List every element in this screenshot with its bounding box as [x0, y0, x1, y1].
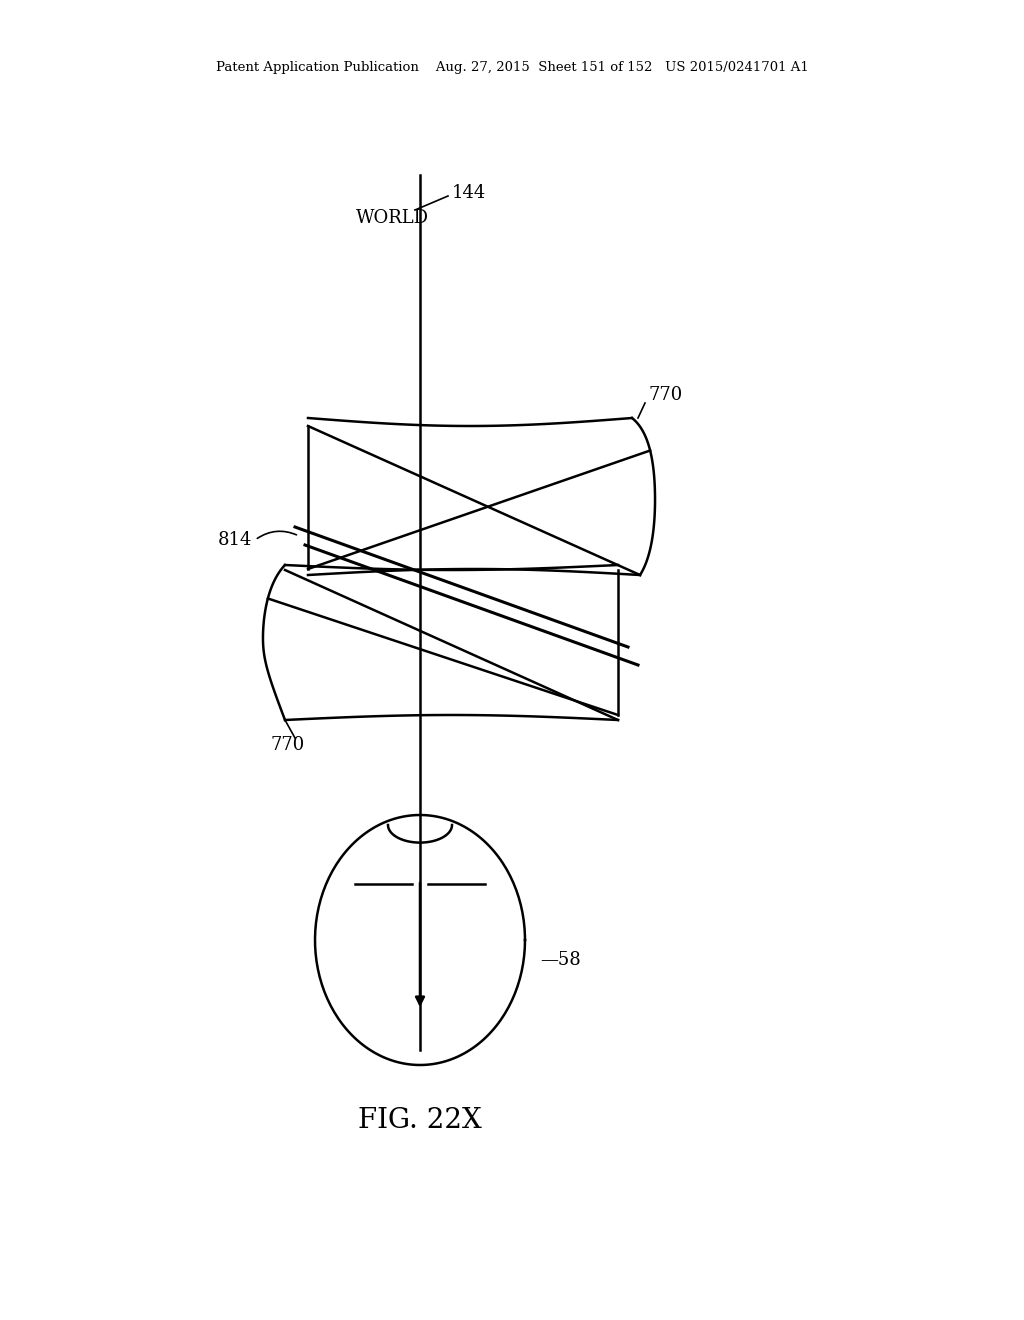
Text: WORLD: WORLD	[356, 209, 429, 227]
Text: 770: 770	[648, 385, 682, 404]
Text: Patent Application Publication    Aug. 27, 2015  Sheet 151 of 152   US 2015/0241: Patent Application Publication Aug. 27, …	[216, 62, 808, 74]
Text: FIG. 22X: FIG. 22X	[358, 1106, 482, 1134]
Text: —58: —58	[540, 950, 581, 969]
Text: 144: 144	[452, 183, 486, 202]
Text: 770: 770	[270, 737, 304, 754]
Text: 814: 814	[218, 531, 252, 549]
